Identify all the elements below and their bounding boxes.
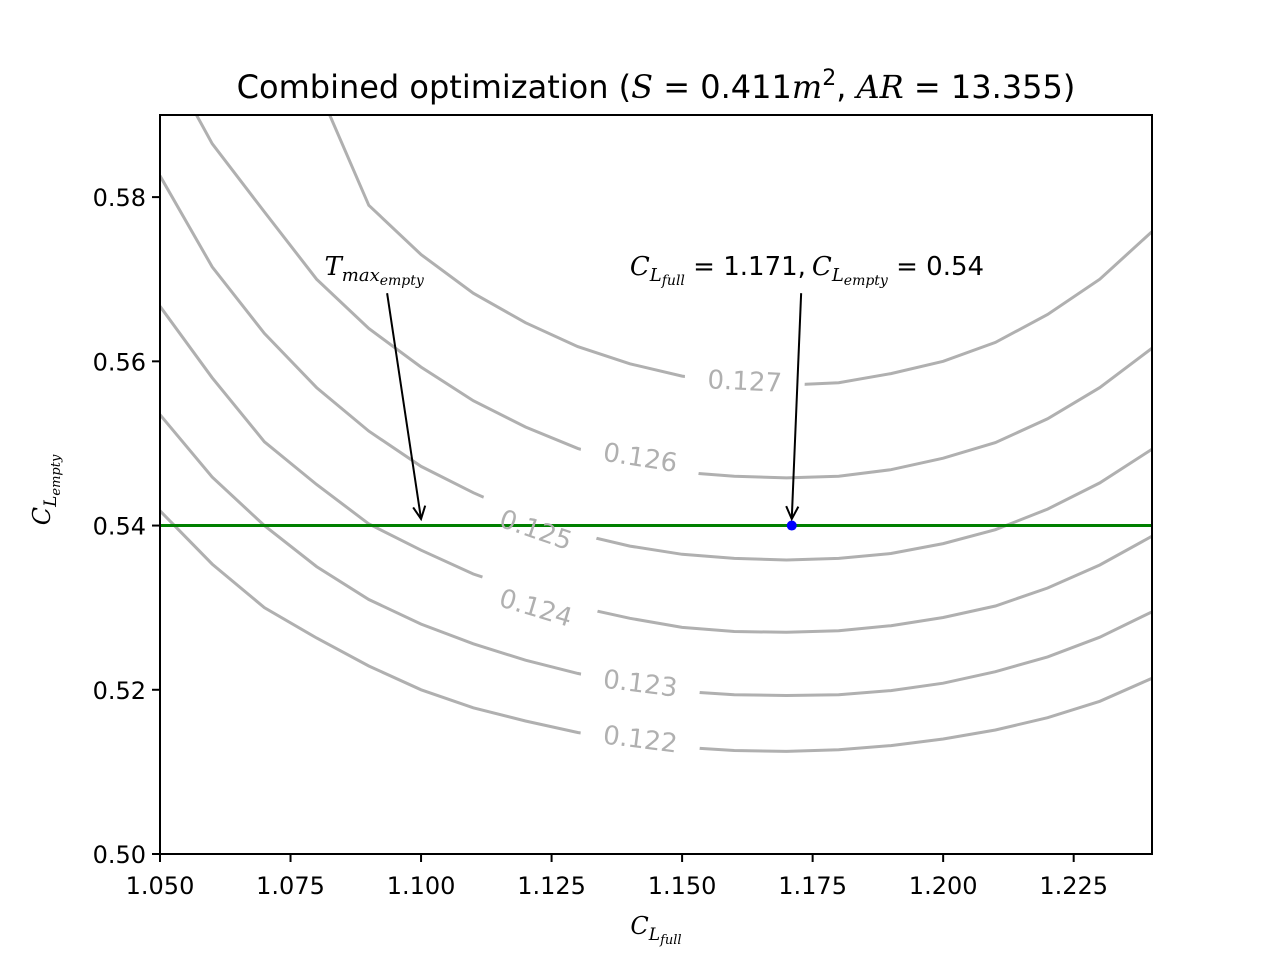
optimum-point (786, 520, 797, 531)
arrow-head-tmax (412, 505, 427, 522)
annotation-arrows (386, 293, 803, 522)
contour-line-0.123 (160, 413, 1152, 698)
contour-label-0.126: 0.126 (601, 438, 679, 479)
x-tick-label: 1.050 (126, 872, 195, 900)
y-tick-label: 0.54 (93, 513, 146, 541)
arrow-head-opt (785, 505, 800, 522)
y-axis-label: CLempty (28, 454, 64, 525)
annotation-tmax-label: Tmaxempty (324, 252, 424, 289)
annotations: Tmaxempty CLfull = 1.171, CLempty = 0.54 (324, 252, 984, 522)
contour-line-0.127 (328, 115, 1152, 387)
arrow-shaft-tmax (386, 293, 423, 520)
x-axis-label: CLfull (630, 912, 681, 948)
y-tick-label: 0.52 (93, 677, 146, 705)
y-axis-ticks: 0.50 0.52 0.54 0.56 0.58 (93, 184, 160, 869)
x-tick-label: 1.200 (909, 872, 978, 900)
x-axis-ticks: 1.050 1.075 1.100 1.125 1.150 1.175 1.200 1.225 (126, 854, 1108, 900)
x-tick-label: 1.225 (1039, 872, 1108, 900)
y-tick-label: 0.56 (93, 348, 146, 376)
y-tick-label: 0.50 (93, 841, 146, 869)
x-tick-label: 1.150 (648, 872, 717, 900)
contour-line-0.126 (195, 115, 1152, 480)
contour-label-0.124: 0.124 (496, 584, 576, 634)
x-tick-label: 1.100 (387, 872, 456, 900)
contour-label-0.125: 0.125 (496, 504, 576, 557)
chart-title: Combined optimization (S = 0.411m2, AR =… (237, 66, 1076, 106)
contour-line-0.122 (160, 509, 1152, 753)
axes-frame (159, 114, 1153, 855)
contour-label-0.123: 0.123 (601, 665, 679, 704)
contour-label-0.127: 0.127 (707, 365, 783, 398)
x-tick-label: 1.125 (517, 872, 586, 900)
plot-area (160, 115, 1152, 753)
contour-line-0.125 (160, 175, 1152, 562)
annotation-optimum-label: CLfull = 1.171, CLempty = 0.54 (630, 252, 984, 289)
contour-label-0.122: 0.122 (601, 721, 679, 760)
contour-labels: 0.122 0.123 0.124 0.125 0.126 0.127 (496, 365, 783, 759)
x-tick-label: 1.175 (778, 872, 847, 900)
y-tick-label: 0.58 (93, 184, 146, 212)
arrow-shaft-opt (790, 293, 803, 520)
x-tick-label: 1.075 (256, 872, 325, 900)
contour-lines (160, 115, 1152, 753)
contour-line-0.124 (160, 305, 1152, 634)
